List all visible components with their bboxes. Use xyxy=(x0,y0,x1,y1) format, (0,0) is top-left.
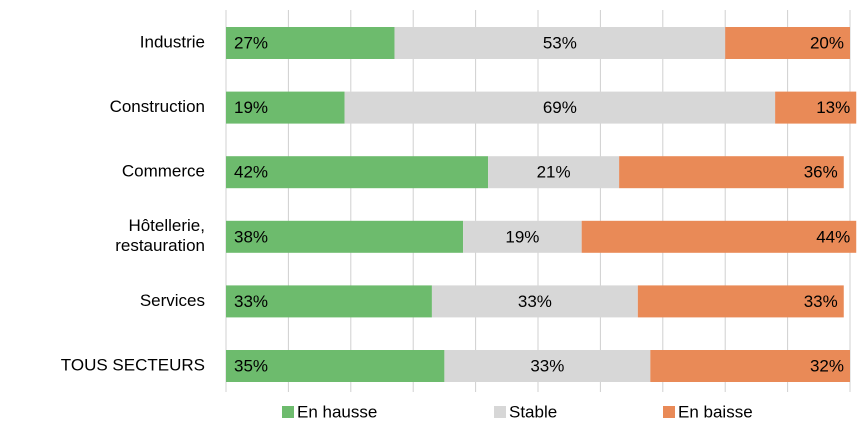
bar-segment xyxy=(775,91,857,124)
data-label: 44% xyxy=(816,227,850,246)
data-label: 35% xyxy=(234,356,268,375)
data-label: 69% xyxy=(543,98,577,117)
bar-segment xyxy=(650,350,850,382)
bar-segment xyxy=(431,285,638,318)
data-label: 27% xyxy=(234,33,268,52)
legend-label: En hausse xyxy=(297,402,377,421)
bar-segment xyxy=(344,91,776,124)
data-label: 42% xyxy=(234,163,268,182)
data-label: 33% xyxy=(518,292,552,311)
y-tick-label: Hôtellerie, restauration xyxy=(115,216,205,255)
y-tick-label: Services xyxy=(140,291,205,310)
bar-segment xyxy=(488,156,620,189)
data-label: 53% xyxy=(543,33,577,52)
data-label: 33% xyxy=(234,292,268,311)
y-tick-label: Industrie xyxy=(140,32,205,51)
bar-segment xyxy=(226,350,445,382)
bar-segment xyxy=(463,220,582,253)
y-tick-label: TOUS SECTEURS xyxy=(61,355,205,374)
legend-label: Stable xyxy=(509,402,557,421)
y-tick-label: Commerce xyxy=(122,162,205,181)
legend-swatch xyxy=(494,406,506,418)
data-label: 19% xyxy=(234,98,268,117)
data-label: 32% xyxy=(810,356,844,375)
data-label: 13% xyxy=(816,98,850,117)
bar-segment xyxy=(619,156,844,189)
data-label: 38% xyxy=(234,227,268,246)
legend-swatch xyxy=(282,406,294,418)
bar-segment xyxy=(444,350,651,382)
bar-segment xyxy=(226,91,345,124)
data-label: 21% xyxy=(537,163,571,182)
data-label: 20% xyxy=(810,33,844,52)
data-label: 33% xyxy=(530,356,564,375)
bar-segment xyxy=(581,220,857,253)
data-label: 19% xyxy=(505,227,539,246)
bar-segment xyxy=(226,156,489,189)
data-label: 36% xyxy=(804,163,838,182)
legend-swatch xyxy=(663,406,675,418)
bar-segment xyxy=(725,27,850,59)
bar-segment xyxy=(226,285,432,318)
bar-segment xyxy=(394,27,726,59)
bar-segment xyxy=(637,285,844,318)
bar-segment xyxy=(226,27,395,59)
bar-segment xyxy=(226,220,464,253)
y-tick-label: Construction xyxy=(110,97,205,116)
data-label: 33% xyxy=(804,292,838,311)
legend-label: En baisse xyxy=(678,402,753,421)
